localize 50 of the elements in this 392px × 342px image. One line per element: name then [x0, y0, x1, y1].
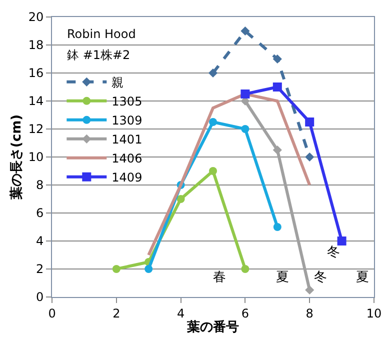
y-tick-label: 16	[28, 66, 44, 80]
x-tick-label: 4	[176, 306, 185, 320]
annotation: 鉢 #1株#2	[67, 48, 130, 62]
x-tick-label: 8	[306, 306, 314, 320]
legend-label: 親	[112, 76, 124, 90]
y-tick-label: 10	[28, 150, 44, 164]
legend-label: 1401	[112, 132, 142, 147]
annotation: Robin Hood	[67, 27, 136, 41]
annotation: 冬	[327, 245, 340, 260]
legend-label: 1309	[112, 114, 142, 128]
point	[272, 54, 282, 64]
legend-label: 1406	[112, 152, 142, 166]
point	[112, 265, 120, 273]
point	[305, 285, 314, 295]
y-tick-label: 0	[36, 290, 44, 304]
point	[209, 118, 217, 126]
point	[241, 125, 250, 133]
point	[272, 145, 282, 155]
annotation: 春	[213, 270, 226, 285]
y-tick-label: 20	[28, 10, 44, 24]
legend-label: 1305	[112, 94, 142, 109]
y-axis-title: 葉の長さ(cm)	[8, 114, 24, 201]
annotation: 夏	[356, 270, 369, 285]
point	[240, 90, 250, 98]
annotation: 冬	[314, 270, 327, 285]
y-tick-label: 8	[36, 178, 44, 192]
x-tick-label: 10	[366, 306, 382, 320]
point	[272, 82, 282, 92]
point	[176, 195, 185, 203]
point	[240, 26, 250, 36]
y-tick-label: 14	[28, 94, 44, 108]
point	[144, 265, 153, 273]
point	[208, 68, 218, 78]
legend-label: 1409	[112, 170, 142, 185]
point	[209, 167, 217, 175]
y-tick-label: 18	[28, 38, 44, 52]
x-tick-label: 0	[48, 306, 56, 320]
point	[305, 152, 314, 162]
point	[337, 236, 346, 246]
y-tick-label: 2	[36, 262, 44, 276]
x-axis-title: 葉の番号	[186, 319, 239, 335]
point	[273, 223, 282, 231]
y-tick-label: 4	[36, 234, 44, 248]
y-tick-label: 6	[36, 206, 44, 220]
x-tick-label: 6	[241, 306, 250, 320]
point	[241, 265, 250, 273]
y-tick-label: 12	[28, 122, 44, 136]
x-tick-label: 2	[112, 306, 120, 320]
annotation: 夏	[276, 270, 289, 285]
point	[305, 118, 314, 126]
